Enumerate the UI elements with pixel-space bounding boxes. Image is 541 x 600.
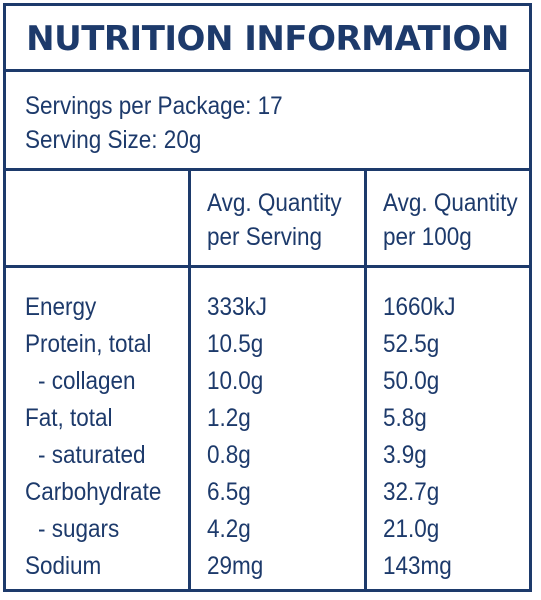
per-100g-value: 21.0g (383, 515, 440, 543)
nutrient-label: - sugars (38, 515, 120, 543)
per-100g-value: 5.8g (383, 404, 427, 432)
nutrient-label: Sodium (25, 552, 102, 580)
nutrient-table-body: Energy 333kJ 1660kJ Protein, total 10.5g… (6, 289, 529, 585)
per-serving-value: 29mg (207, 552, 264, 580)
per-serving-value: 333kJ (207, 293, 268, 321)
per-serving-value: 10.0g (207, 367, 264, 395)
per-serving-value: 1.2g (207, 404, 251, 432)
per-100g-value: 143mg (383, 552, 452, 580)
per-100g-value: 52.5g (383, 330, 440, 358)
nutrient-label: Fat, total (25, 404, 113, 432)
per-serving-value: 0.8g (207, 441, 251, 469)
column-header-per-serving: Avg. Quantity per Serving (207, 186, 342, 254)
per-100g-value: 50.0g (383, 367, 440, 395)
table-row: Sodium 29mg 143mg (6, 548, 529, 585)
column-header-per-serving-line1: Avg. Quantity (207, 189, 342, 217)
column-divider-1 (188, 171, 191, 589)
column-header-per-100g: Avg. Quantity per 100g (383, 186, 518, 254)
per-serving-value: 6.5g (207, 478, 251, 506)
per-100g-value: 1660kJ (383, 293, 456, 321)
table-row: - saturated 0.8g 3.9g (6, 437, 529, 474)
serving-size: Serving Size: 20g (25, 126, 202, 154)
title-row: NUTRITION INFORMATION (6, 6, 529, 72)
nutrient-label: - saturated (38, 441, 146, 469)
nutrition-panel: NUTRITION INFORMATION Servings per Packa… (3, 3, 532, 592)
per-100g-value: 32.7g (383, 478, 440, 506)
column-header-row: Avg. Quantity per Serving Avg. Quantity … (6, 171, 529, 268)
column-header-per-100g-line2: per 100g (383, 223, 472, 251)
panel-title: NUTRITION INFORMATION (26, 18, 509, 59)
nutrient-label: - collagen (38, 367, 136, 395)
table-row: Protein, total 10.5g 52.5g (6, 326, 529, 363)
servings-per-package: Servings per Package: 17 (25, 92, 283, 120)
table-row: - collagen 10.0g 50.0g (6, 363, 529, 400)
table-row: Fat, total 1.2g 5.8g (6, 400, 529, 437)
nutrient-label: Protein, total (25, 330, 152, 358)
nutrient-label: Carbohydrate (25, 478, 162, 506)
column-header-per-serving-line2: per Serving (207, 223, 323, 251)
table-row: Carbohydrate 6.5g 32.7g (6, 474, 529, 511)
per-100g-value: 3.9g (383, 441, 427, 469)
per-serving-value: 10.5g (207, 330, 264, 358)
per-serving-value: 4.2g (207, 515, 251, 543)
table-row: Energy 333kJ 1660kJ (6, 289, 529, 326)
nutrient-label: Energy (25, 293, 97, 321)
column-divider-2 (364, 171, 367, 589)
column-header-per-100g-line1: Avg. Quantity (383, 189, 518, 217)
table-row: - sugars 4.2g 21.0g (6, 511, 529, 548)
servings-info: Servings per Package: 17 Serving Size: 2… (6, 72, 529, 171)
